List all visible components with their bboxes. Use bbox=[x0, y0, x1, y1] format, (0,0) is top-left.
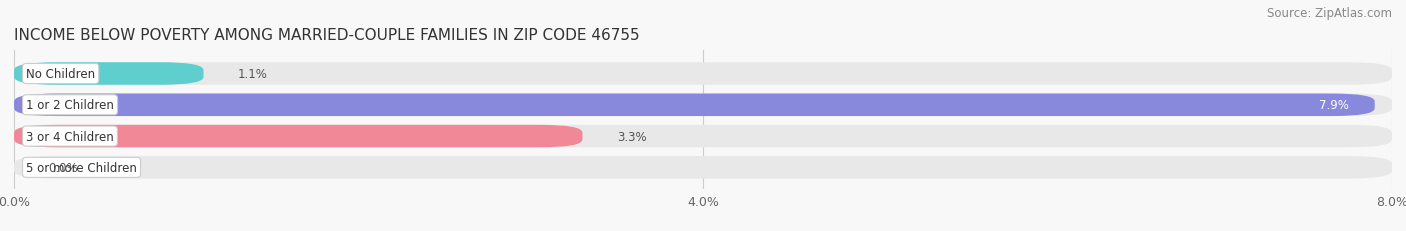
Text: 0.0%: 0.0% bbox=[48, 161, 79, 174]
Text: 5 or more Children: 5 or more Children bbox=[27, 161, 136, 174]
Text: 7.9%: 7.9% bbox=[1319, 99, 1348, 112]
FancyBboxPatch shape bbox=[14, 63, 1392, 85]
FancyBboxPatch shape bbox=[14, 125, 582, 148]
Text: INCOME BELOW POVERTY AMONG MARRIED-COUPLE FAMILIES IN ZIP CODE 46755: INCOME BELOW POVERTY AMONG MARRIED-COUPL… bbox=[14, 28, 640, 43]
Text: 1 or 2 Children: 1 or 2 Children bbox=[27, 99, 114, 112]
Text: Source: ZipAtlas.com: Source: ZipAtlas.com bbox=[1267, 7, 1392, 20]
FancyBboxPatch shape bbox=[14, 125, 1392, 148]
FancyBboxPatch shape bbox=[14, 63, 204, 85]
Text: 3.3%: 3.3% bbox=[617, 130, 647, 143]
Text: 1.1%: 1.1% bbox=[238, 68, 267, 81]
FancyBboxPatch shape bbox=[14, 94, 1392, 116]
FancyBboxPatch shape bbox=[14, 156, 1392, 179]
Text: No Children: No Children bbox=[27, 68, 96, 81]
FancyBboxPatch shape bbox=[14, 94, 1375, 116]
Text: 3 or 4 Children: 3 or 4 Children bbox=[27, 130, 114, 143]
